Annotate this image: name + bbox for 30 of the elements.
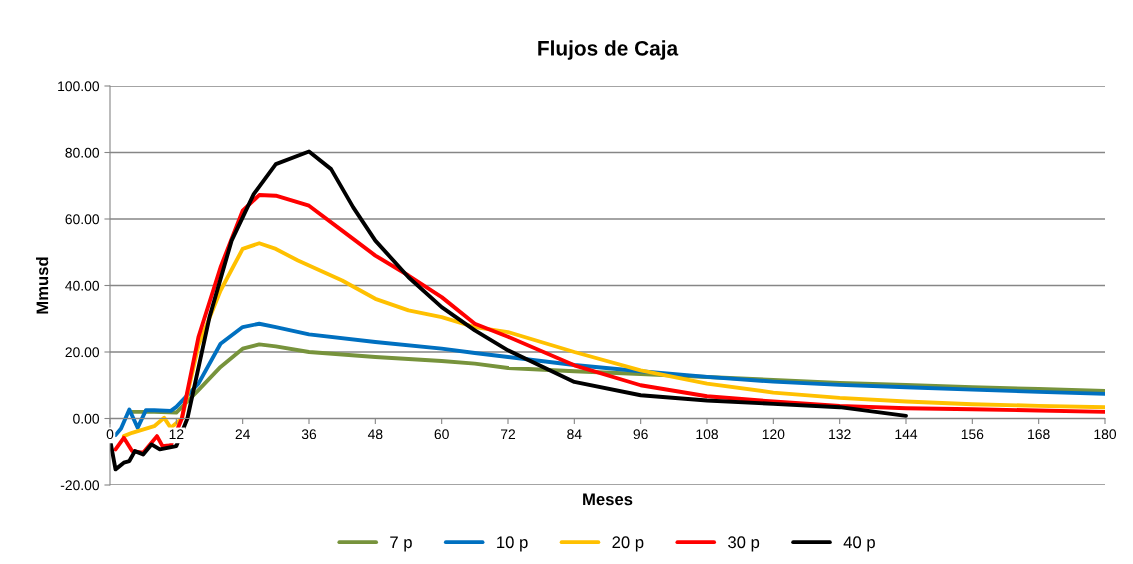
- x-tick-label: 180: [1094, 429, 1117, 440]
- y-tick-label: -20.00: [60, 480, 100, 491]
- y-tick-label: 100.00: [58, 81, 100, 92]
- x-tick-label: 96: [633, 429, 648, 440]
- x-tick-label: 144: [895, 429, 918, 439]
- chart-title: Flujos de Caja: [538, 40, 679, 60]
- y-tick-label: 0.00: [73, 413, 100, 424]
- x-tick-label: 72: [500, 429, 516, 439]
- x-tick-label: 36: [301, 429, 317, 440]
- legend-label: 10 p: [497, 536, 528, 552]
- x-tick-label: 48: [367, 429, 383, 440]
- legend-label: 20 p: [612, 536, 644, 552]
- x-tick-label: 108: [696, 429, 718, 440]
- x-axis-title: Meses: [583, 493, 633, 506]
- legend-label: 40 p: [843, 536, 875, 552]
- x-tick-label: 84: [567, 429, 582, 440]
- y-tick-label: 20.00: [65, 347, 100, 358]
- y-tick-label: 80.00: [65, 147, 100, 158]
- x-tick-label: 24: [235, 429, 250, 439]
- x-tick-label: 120: [762, 429, 785, 440]
- legend-label: 30 p: [728, 536, 760, 552]
- legend-label: 7 p: [390, 536, 412, 552]
- y-tick-label: 60.00: [65, 214, 100, 225]
- y-tick-label: 40.00: [65, 280, 100, 291]
- x-tick-label: 156: [961, 429, 984, 440]
- x-tick-label: 132: [829, 429, 851, 440]
- x-tick-label: 168: [1028, 429, 1050, 440]
- x-tick-label: 12: [169, 429, 184, 439]
- y-axis-title: Mmusd: [36, 257, 49, 314]
- x-tick-label: 60: [434, 429, 449, 440]
